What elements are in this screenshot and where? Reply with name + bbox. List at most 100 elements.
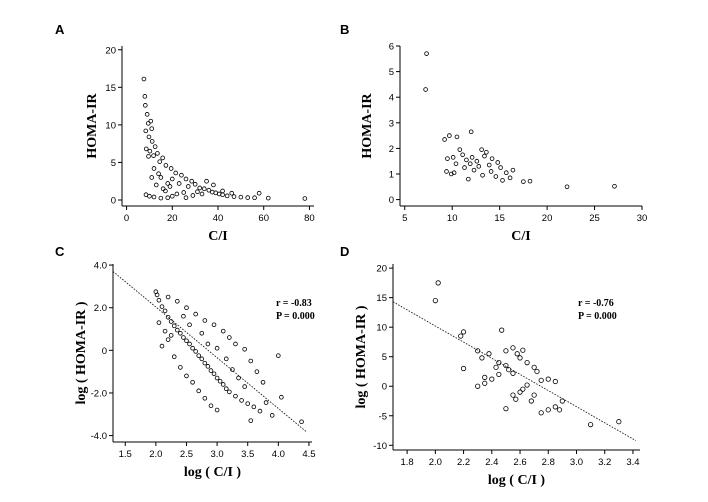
y-tick-label: 0 — [389, 195, 394, 206]
data-point — [514, 351, 520, 357]
data-point — [488, 169, 494, 174]
data-point — [432, 298, 438, 304]
data-point — [445, 156, 450, 161]
data-point — [195, 189, 200, 195]
y-tick-label: -2.0 — [91, 388, 107, 399]
data-point — [265, 195, 271, 201]
data-point — [149, 126, 155, 131]
data-point — [493, 364, 499, 370]
y-tick-label: 2.0 — [94, 303, 107, 314]
data-point — [187, 341, 192, 347]
data-point — [238, 194, 244, 200]
y-tick-label: 15 — [376, 293, 387, 304]
data-point — [193, 311, 198, 317]
data-point — [460, 152, 465, 158]
data-point — [612, 183, 617, 189]
data-point — [506, 367, 512, 373]
data-point — [444, 169, 449, 174]
data-point — [193, 349, 198, 354]
r-value-label: r = -0.83 — [276, 298, 312, 309]
data-point — [254, 369, 260, 374]
data-point — [197, 185, 203, 191]
data-point — [448, 171, 454, 177]
y-tick-label: 5 — [389, 67, 394, 78]
data-point — [196, 353, 202, 358]
data-point — [227, 335, 232, 340]
data-point — [178, 365, 183, 370]
x-tick-label: 60 — [258, 213, 269, 224]
data-point — [521, 179, 526, 184]
data-point — [248, 418, 254, 423]
data-point — [176, 181, 182, 186]
data-point — [510, 167, 516, 173]
data-point — [190, 345, 195, 351]
data-point — [269, 413, 275, 418]
data-point — [159, 343, 165, 349]
data-point — [503, 362, 509, 369]
data-point — [146, 154, 151, 159]
data-point — [156, 171, 161, 176]
data-point — [157, 159, 163, 164]
data-point — [190, 193, 196, 198]
data-point — [160, 186, 166, 192]
x-tick-label: 1.5 — [119, 449, 132, 460]
data-point — [503, 348, 509, 354]
x-tick-label: 20 — [542, 213, 553, 224]
panel-label: D — [340, 244, 349, 259]
data-point — [457, 147, 463, 152]
data-point — [143, 128, 149, 134]
data-point — [564, 184, 570, 190]
x-tick-label: 15 — [494, 213, 505, 224]
data-point — [528, 398, 534, 404]
data-point — [299, 419, 304, 425]
data-point — [199, 356, 205, 362]
data-point — [233, 393, 238, 399]
data-point — [475, 348, 481, 354]
x-tick-label: 2.4 — [485, 457, 498, 468]
data-point — [447, 133, 452, 138]
data-point — [223, 386, 229, 392]
data-point — [486, 351, 492, 357]
data-point — [179, 172, 184, 178]
data-point — [192, 181, 198, 187]
data-point — [510, 370, 516, 376]
data-point — [162, 328, 168, 334]
data-point — [503, 170, 509, 176]
x-tick-label: 2.0 — [149, 449, 162, 460]
data-point — [453, 161, 459, 167]
data-point — [260, 380, 266, 385]
data-point — [559, 398, 565, 404]
data-point — [482, 380, 488, 386]
data-point — [466, 176, 471, 182]
data-point — [252, 195, 257, 201]
data-point — [245, 401, 251, 406]
data-point — [239, 398, 244, 403]
panel-d: 1.8 2.0 2.2 2.4 2.6 2.8 3.0 3.2 3.4 -10 -5 0 5 10 15 20… — [340, 244, 640, 488]
data-point — [220, 188, 225, 194]
data-point — [189, 178, 195, 184]
data-point — [178, 330, 183, 336]
data-point — [503, 406, 509, 412]
panel-label: A — [55, 22, 65, 37]
data-point — [534, 368, 540, 375]
x-tick-label: 0 — [124, 213, 129, 224]
data-point — [165, 181, 171, 186]
data-point — [493, 174, 499, 179]
data-point — [174, 191, 180, 197]
data-point — [174, 299, 180, 304]
data-point — [556, 407, 563, 413]
data-point — [513, 396, 519, 402]
data-point — [187, 322, 192, 328]
data-point — [229, 190, 235, 196]
data-point — [248, 358, 254, 364]
x-tick-label: 3.0 — [210, 449, 223, 460]
data-point — [158, 195, 164, 201]
data-point — [450, 155, 456, 160]
data-point — [199, 191, 205, 197]
data-point — [458, 333, 464, 339]
data-point — [482, 153, 487, 159]
data-point — [242, 384, 247, 389]
data-point — [496, 360, 502, 366]
data-point — [484, 149, 489, 155]
data-point — [142, 94, 148, 99]
